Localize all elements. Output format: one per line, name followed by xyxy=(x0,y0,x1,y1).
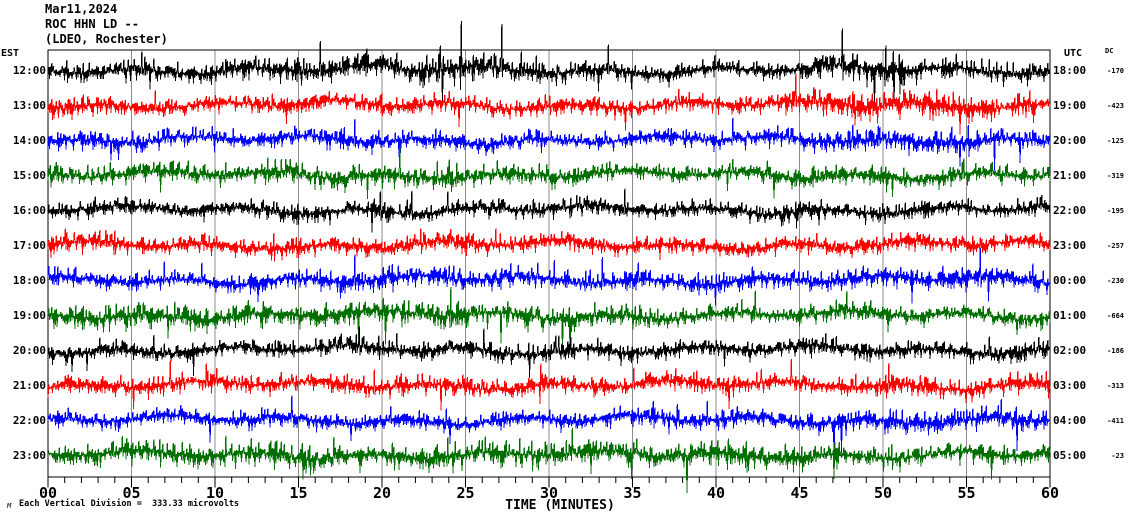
est-time-label: 16:00 xyxy=(12,204,46,217)
waveform-trace-1300 xyxy=(47,74,1051,135)
est-time-label: 13:00 xyxy=(12,99,46,112)
est-time-label: 15:00 xyxy=(12,169,46,182)
dc-column-header: DC xyxy=(1105,47,1114,55)
title-date: Mar11,2024 xyxy=(45,2,118,16)
minute-axis-label: 35 xyxy=(623,484,642,502)
dc-offset-value: -23 xyxy=(1111,452,1124,460)
dc-offset-value: -664 xyxy=(1107,312,1124,320)
est-time-label: 22:00 xyxy=(12,414,46,427)
est-time-label: 23:00 xyxy=(12,449,46,462)
dc-offset-value: -257 xyxy=(1107,242,1124,250)
utc-time-label: 23:00 xyxy=(1053,239,1087,252)
utc-time-label: 22:00 xyxy=(1053,204,1087,217)
minute-axis-label: 30 xyxy=(539,484,559,502)
minute-axis-label: 15 xyxy=(289,484,308,502)
waveform-trace-1600 xyxy=(47,188,1051,233)
utc-axis-header: UTC xyxy=(1064,48,1083,59)
est-time-label: 14:00 xyxy=(12,134,46,147)
title-station: ROC HHN LD -- xyxy=(45,17,139,31)
minute-axis-label: 55 xyxy=(957,484,976,502)
utc-time-label: 02:00 xyxy=(1053,344,1087,357)
tiny-waveform-glyph: M xyxy=(7,502,12,510)
waveform-trace-1400 xyxy=(47,117,1051,171)
est-axis-header: EST xyxy=(1,48,20,59)
est-time-label: 19:00 xyxy=(12,309,46,322)
waveform-trace-1700 xyxy=(47,228,1051,262)
dc-offset-value: -423 xyxy=(1107,102,1124,110)
x-axis-title: TIME (MINUTES) xyxy=(505,498,615,513)
waveform-trace-1500 xyxy=(47,145,1051,199)
waveform-trace-1900 xyxy=(47,286,1051,356)
waveform-trace-1200 xyxy=(47,20,1051,108)
minute-axis-label: 05 xyxy=(122,484,141,502)
minute-axis-label: 10 xyxy=(205,484,225,502)
est-time-label: 17:00 xyxy=(12,239,46,252)
dc-offset-value: -319 xyxy=(1107,172,1124,180)
est-time-label: 18:00 xyxy=(12,274,46,287)
minute-axis-label: 45 xyxy=(790,484,809,502)
utc-time-label: 18:00 xyxy=(1053,64,1087,77)
minute-axis-label: 40 xyxy=(706,484,726,502)
dc-offset-value: -313 xyxy=(1107,382,1124,390)
utc-time-label: 20:00 xyxy=(1053,134,1087,147)
utc-time-label: 21:00 xyxy=(1053,169,1087,182)
dc-offset-value: -411 xyxy=(1107,417,1124,425)
dc-offset-value: -230 xyxy=(1107,277,1124,285)
utc-time-label: 03:00 xyxy=(1053,379,1087,392)
dc-offset-value: -170 xyxy=(1107,67,1124,75)
title-network: (LDEO, Rochester) xyxy=(45,32,168,46)
est-time-label: 21:00 xyxy=(12,379,46,392)
est-time-label: 20:00 xyxy=(12,344,46,357)
waveform-trace-2100 xyxy=(47,358,1051,411)
utc-time-label: 01:00 xyxy=(1053,309,1087,322)
vertical-division-note: Each Vertical Division = 333.33 microvol… xyxy=(19,499,240,509)
est-time-label: 12:00 xyxy=(12,64,46,77)
utc-time-label: 05:00 xyxy=(1053,449,1087,462)
utc-time-label: 04:00 xyxy=(1053,414,1087,427)
waveform-trace-2200 xyxy=(47,395,1051,454)
minute-axis-label: 50 xyxy=(873,484,893,502)
minute-axis-label: 20 xyxy=(372,484,392,502)
minute-axis-label: 25 xyxy=(456,484,475,502)
minute-axis-label: 00 xyxy=(38,484,58,502)
dc-offset-value: -125 xyxy=(1107,137,1124,145)
dc-offset-value: -186 xyxy=(1107,347,1124,355)
utc-time-label: 19:00 xyxy=(1053,99,1087,112)
waveform-trace-1800 xyxy=(47,247,1051,306)
waveform-trace-2300 xyxy=(47,428,1051,494)
dc-offset-value: -195 xyxy=(1107,207,1124,215)
utc-time-label: 00:00 xyxy=(1053,274,1087,287)
minute-axis-label: 60 xyxy=(1040,484,1060,502)
waveform-trace-2000 xyxy=(47,326,1051,378)
